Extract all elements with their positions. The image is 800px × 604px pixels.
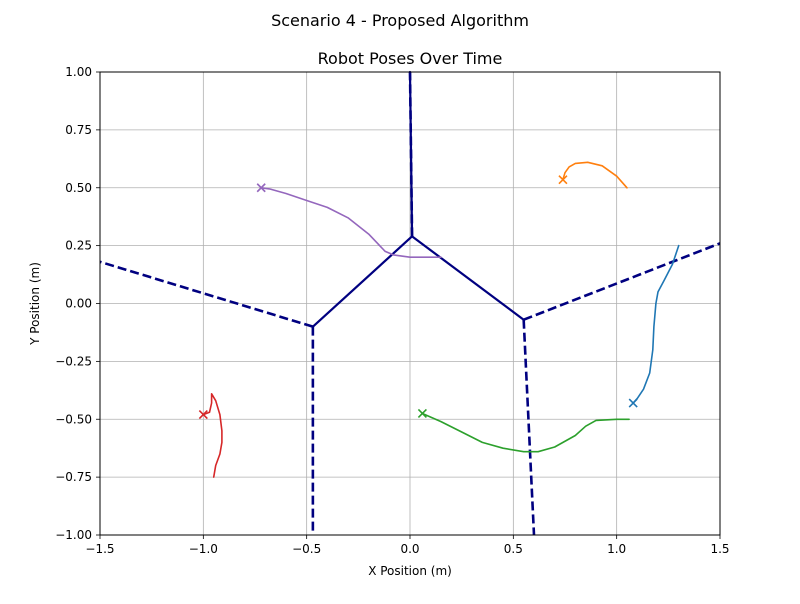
marker-stroke (256, 183, 266, 193)
y-axis-label: Y Position (m) (28, 262, 42, 346)
y-tick-label: 0.00 (65, 297, 92, 311)
marker-stroke (628, 398, 638, 408)
marker-stroke (558, 175, 568, 185)
final-pose-marker-4 (198, 410, 208, 420)
marker-stroke (198, 410, 208, 420)
boundary-solid-segment (311, 235, 414, 328)
boundary-solid-segment (410, 235, 525, 321)
x-tick-label: −1.0 (189, 542, 218, 556)
y-tick-label: 0.50 (65, 181, 92, 195)
final-pose-marker-3 (417, 408, 427, 419)
boundary-dashed-segment (99, 260, 314, 328)
boundaries (99, 70, 721, 536)
y-tick-label: 0.25 (65, 239, 92, 253)
y-tick-label: −0.25 (55, 354, 92, 368)
grid (99, 71, 721, 536)
x-tick-label: −0.5 (292, 542, 321, 556)
trajectory-line-5 (260, 187, 442, 259)
trajectory-line-4 (202, 392, 223, 478)
boundary-dashed-segment (408, 71, 414, 237)
final-pose-marker-2 (558, 175, 568, 185)
y-tick-label: −0.75 (55, 470, 92, 484)
series-group (198, 161, 680, 478)
x-axis-label: X Position (m) (368, 564, 452, 578)
x-tick-label: 0.5 (504, 542, 523, 556)
boundary-dashed-segment (522, 319, 536, 536)
x-tick-label: 0.0 (400, 542, 419, 556)
marker-stroke (417, 408, 427, 419)
trajectory-line-3 (421, 412, 630, 453)
y-tick-label: −0.50 (55, 412, 92, 426)
boundary-dashed-segment (523, 242, 721, 321)
chart-title: Robot Poses Over Time (318, 49, 503, 68)
x-axis: −1.5 −1.0 −0.5 0.0 0.5 1.0 1.5 (85, 535, 730, 556)
y-axis: −1.00 −0.75 −0.50 −0.25 0.00 0.25 0.50 0.75 1.00 (55, 65, 100, 542)
y-tick-label: 0.75 (65, 123, 92, 137)
y-tick-label: 1.00 (65, 65, 92, 79)
x-tick-label: 1.5 (710, 542, 729, 556)
final-pose-marker-5 (256, 183, 266, 193)
final-pose-marker-1 (628, 398, 638, 408)
x-tick-label: 1.0 (607, 542, 626, 556)
trajectory-line-2 (562, 161, 628, 189)
trajectory-line-1 (632, 244, 680, 404)
x-tick-label: −1.5 (85, 542, 114, 556)
y-tick-label: −1.00 (55, 528, 92, 542)
chart-suptitle: Scenario 4 - Proposed Algorithm (271, 11, 529, 30)
